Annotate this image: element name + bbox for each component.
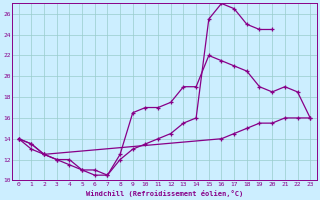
X-axis label: Windchill (Refroidissement éolien,°C): Windchill (Refroidissement éolien,°C) bbox=[86, 190, 243, 197]
